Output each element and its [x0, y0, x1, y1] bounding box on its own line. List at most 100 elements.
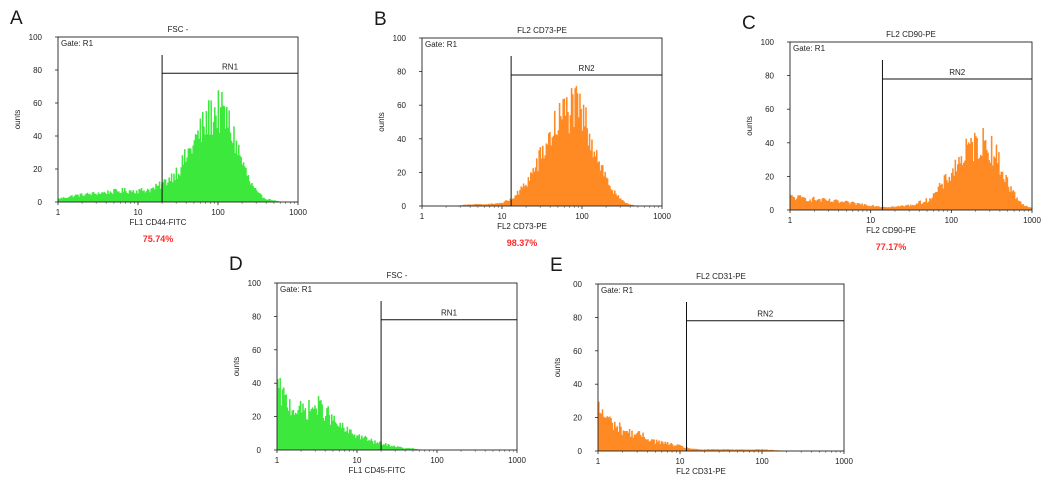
panel-b-hist-bar [528, 180, 531, 206]
panel-b-hist-bar [504, 200, 507, 206]
panel-c-hist-bar [858, 203, 861, 210]
panel-d-xtick-label: 100 [430, 456, 444, 465]
panel-b-hist-bar [594, 156, 597, 206]
panel-d-hist-bar [386, 445, 388, 450]
panel-b-hist-bar [622, 200, 624, 206]
panel-c-hist-bar [791, 195, 793, 210]
panel-e-hist-bar [634, 434, 637, 451]
panel-a-hist-bar [236, 154, 239, 202]
panel-b-ylabel: ounts [377, 112, 386, 132]
panel-c-hist-bar [874, 206, 877, 210]
panel-d-ytick-label: 60 [252, 346, 261, 355]
panel-e-hist-bar [748, 449, 750, 451]
panel-d-hist-bar [291, 410, 293, 450]
panel-a-hist-bar [247, 174, 250, 202]
panel-a-hist-bar [155, 183, 157, 202]
panel-a-hist-bar [226, 106, 228, 202]
panel-a-hist-bar [265, 199, 268, 202]
panel-c-xtick-label: 10 [866, 216, 875, 225]
panel-c-hist-bar [868, 205, 871, 210]
panel-a-hist-bar [180, 167, 182, 202]
panel-a-hist-bar [101, 192, 103, 202]
panel-b-hist-bar [604, 171, 606, 206]
panel-e-hist-bar [659, 444, 662, 451]
panel-a-hist-bar [233, 126, 235, 202]
panel-a-hist-bar [166, 185, 168, 202]
panel-c-hist-bar [913, 205, 915, 210]
panel-b-hist-bar [470, 204, 472, 206]
panel-a-hist-bar [124, 188, 126, 202]
panel-d-ytick-label: 0 [257, 446, 262, 455]
panel-c-hist-bar [973, 132, 976, 210]
panel-a-hist-bar [148, 189, 150, 202]
panel-c-hist-bar [1010, 186, 1012, 210]
panel-c-hist-bar [963, 162, 965, 210]
panel-a-hist-bar [254, 188, 257, 202]
panel-c-hist-bar [803, 197, 805, 210]
panel-b-hist-bar [515, 195, 518, 206]
panel-e-hist-bar [628, 429, 631, 451]
panel-c-hist-bar [845, 200, 848, 210]
panel-e-hist-bar [771, 449, 774, 451]
panel-d-hist-bar [364, 435, 367, 450]
panel-a-hist-bar [188, 148, 191, 202]
panel-a-hist-bar [118, 191, 120, 202]
panel-b-hist-bar [471, 204, 473, 206]
panel-d-hist-bar [371, 441, 374, 450]
panel-c-hist-bar [827, 200, 830, 210]
panel-c-hist-bar [946, 180, 948, 210]
panel-d-hist-bar [406, 448, 409, 450]
panel-a-hist-bar [156, 185, 158, 202]
panel-a-hist-bar [182, 164, 185, 202]
panel-d-hist-bar [327, 406, 329, 450]
panel-a-hist-bar [90, 195, 92, 202]
panel-c-hist-bar [932, 193, 935, 210]
panel-b-hist-bar [600, 165, 603, 206]
panel-a-marker-label: RN1 [222, 62, 239, 71]
panel-a-hist-bar [134, 193, 137, 202]
panel-a-hist-bar [264, 198, 266, 202]
panel-c-hist-bar [902, 205, 905, 210]
panel-e-hist-bar [689, 448, 691, 451]
panel-b-hist-bar [597, 162, 599, 206]
panel-b-hist-bar [552, 135, 555, 206]
panel-b-hist-bar [612, 193, 615, 206]
panel-d-ytick-label: 100 [248, 279, 262, 288]
panel-e-hist-bar [679, 444, 681, 451]
panel-d-hist-bar [358, 434, 361, 450]
panel-d-hist-bar [316, 414, 319, 450]
panel-a-hist-bar [200, 141, 203, 202]
panel-a-hist-bar [209, 134, 211, 202]
panel-b-hist-bar [486, 204, 489, 206]
panel-e-hist-bar [647, 439, 649, 451]
panel-b-hist-bar [524, 186, 526, 206]
panel-d-hist-bar [323, 420, 326, 450]
panel-a-hist-bar [214, 107, 216, 202]
panel-c-hist-bar [883, 206, 885, 210]
panel-b-hist-bar [630, 204, 633, 206]
panel-a-hist-bar [94, 193, 96, 202]
panel-c-hist-bar [878, 206, 880, 210]
panel-b-hist-bar [566, 97, 568, 206]
panel-e-hist-bar [657, 442, 659, 451]
panel-b-hist-bar [490, 203, 492, 206]
panel-e-hist-bar [632, 437, 635, 451]
panel-d-hist-bar [367, 440, 369, 450]
panel-b-ytick-label: 20 [397, 168, 406, 177]
panel-b-xtick-label: 1 [420, 212, 425, 221]
panel-d-hist-bar [314, 405, 316, 450]
panel-c-hist-bar [1021, 204, 1023, 210]
panel-b-hist-bar [536, 158, 538, 206]
panel-d-xlabel: FL1 CD45-FITC [349, 466, 406, 475]
panel-e-hist-bar [682, 447, 685, 451]
panel-c-hist-bar [982, 128, 984, 210]
panel-d-hist-bar [362, 438, 364, 450]
panel-e-hist-bar [709, 449, 712, 451]
panel-e-hist-bar [615, 427, 617, 451]
panel-c-hist-bar [1000, 171, 1003, 210]
panel-d-ytick-label: 40 [252, 379, 261, 388]
panel-c-hist-bar [869, 206, 872, 210]
panel-b-hist-bar [477, 204, 479, 206]
panel-d-hist-bar [374, 440, 376, 450]
panel-a-hist-bar [229, 132, 232, 202]
